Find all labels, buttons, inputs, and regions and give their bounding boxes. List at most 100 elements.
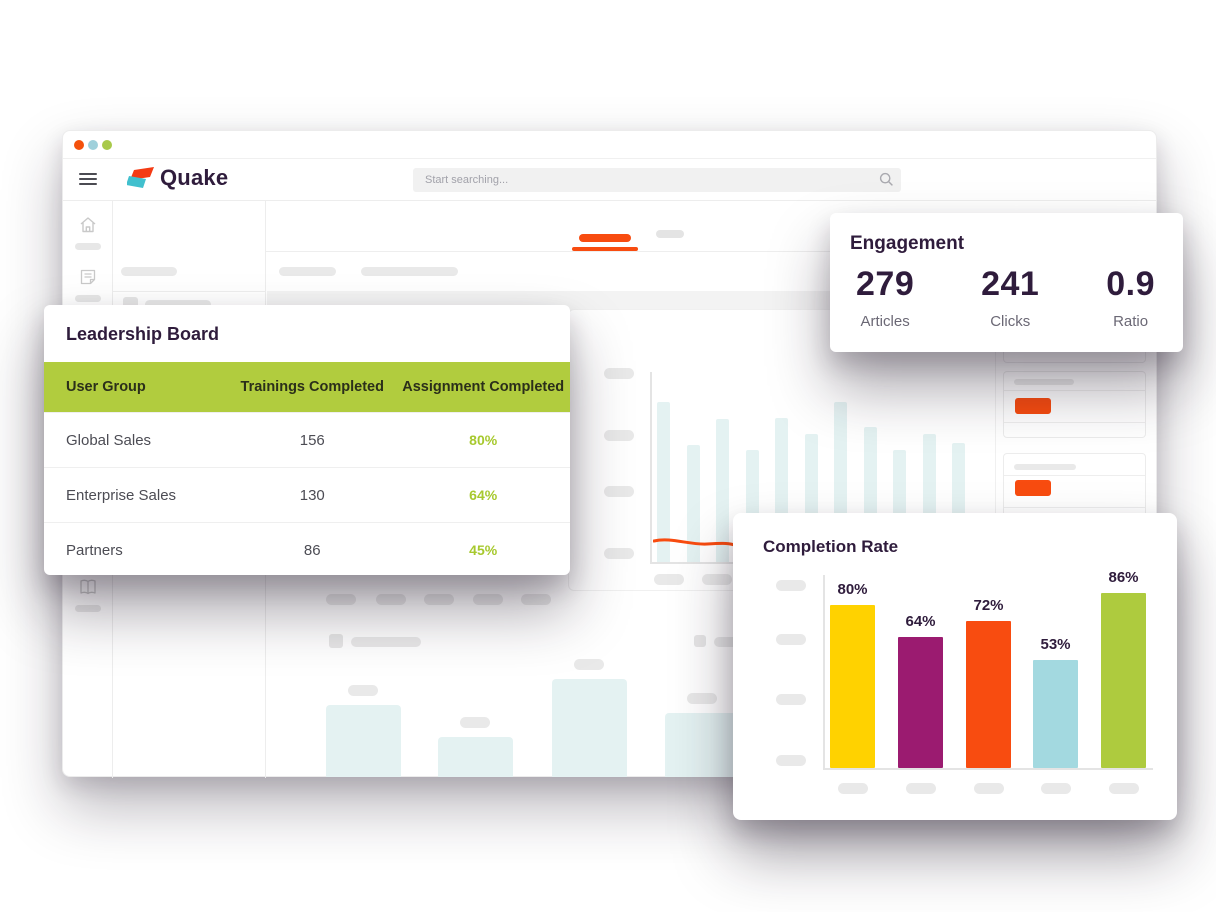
app-logo[interactable]: Quake	[127, 165, 228, 191]
completion-bar	[830, 605, 875, 768]
engagement-title: Engagement	[850, 233, 965, 254]
column-header: User Group	[66, 379, 146, 395]
y-tick-placeholder	[604, 548, 634, 559]
leaderboard-title: Leadership Board	[66, 324, 220, 344]
app-header: Quake	[63, 159, 1156, 201]
skeleton-column-bar	[686, 445, 700, 562]
skeleton-column-bar	[716, 419, 729, 562]
y-axis-line	[823, 575, 825, 769]
widget-title-placeholder	[1014, 464, 1076, 470]
cell-user-group: Enterprise Sales	[66, 486, 177, 504]
y-tick-placeholder	[604, 486, 634, 497]
notes-icon[interactable]	[78, 267, 98, 287]
y-tick-placeholder	[776, 755, 806, 766]
completion-bar	[1033, 660, 1078, 768]
widget-card	[1003, 371, 1146, 438]
divider	[1004, 475, 1145, 476]
stat-value: 0.9	[1106, 265, 1155, 303]
widget-action-button[interactable]	[1015, 398, 1051, 414]
completion-bar	[1101, 593, 1146, 768]
book-icon[interactable]	[78, 577, 98, 597]
completion-bar-value-label: 64%	[905, 613, 936, 630]
y-tick-placeholder	[776, 580, 806, 591]
stat-articles: 279 Articles	[856, 265, 914, 330]
completion-rate-title: Completion Rate	[763, 537, 899, 556]
column-header: Assignment Completed	[402, 379, 565, 395]
widget-action-button[interactable]	[1015, 480, 1051, 496]
leaderboard-header-row: User Group Trainings Completed Assignmen…	[44, 362, 570, 412]
widget-title-placeholder	[1014, 379, 1074, 385]
trend-line	[653, 538, 739, 548]
window-close-button[interactable]	[74, 140, 84, 150]
y-tick-placeholder	[776, 634, 806, 645]
hamburger-menu-icon[interactable]	[79, 173, 97, 185]
stat-label: Ratio	[1113, 313, 1149, 330]
cell-user-group: Partners	[66, 541, 123, 559]
tab-active-placeholder[interactable]	[579, 234, 631, 242]
y-tick-placeholder	[776, 694, 806, 705]
table-row: Partners 86 45%	[44, 522, 570, 575]
divider	[1004, 422, 1145, 423]
x-tick-placeholder	[838, 783, 868, 794]
engagement-card: Engagement 279 Articles 241 Clicks 0.9 R…	[830, 213, 1183, 352]
skeleton-column-bar	[657, 402, 670, 562]
completion-rate-chart: 80% 64% 72% 53% 86%	[733, 513, 1177, 820]
home-icon[interactable]	[78, 215, 98, 235]
cell-assignment: 80%	[469, 432, 498, 448]
completion-bar-value-label: 72%	[973, 597, 1004, 614]
sidebar-item-label-placeholder	[75, 605, 101, 612]
cell-trainings: 156	[299, 431, 325, 449]
tab-inactive-placeholder[interactable]	[656, 230, 684, 238]
cell-assignment: 64%	[469, 487, 498, 503]
x-tick-placeholder	[1109, 783, 1139, 794]
text-placeholder	[145, 300, 211, 309]
sidebar-item-label-placeholder	[75, 243, 101, 250]
stat-ratio: 0.9 Ratio	[1106, 265, 1155, 330]
stat-value: 279	[856, 265, 915, 303]
leaderboard-card: Leadership Board User Group Trainings Co…	[44, 305, 570, 575]
x-tick-placeholder	[654, 574, 684, 585]
column-header: Trainings Completed	[240, 379, 384, 395]
completion-bar	[898, 637, 943, 768]
completion-rate-card: Completion Rate 80% 64% 72% 53% 86%	[733, 513, 1177, 820]
window-titlebar	[63, 131, 1156, 159]
y-tick-placeholder	[604, 368, 634, 379]
table-row: Enterprise Sales 130 64%	[44, 467, 570, 522]
stat-label: Articles	[860, 313, 910, 330]
completion-bar-value-label: 80%	[837, 581, 868, 598]
text-placeholder	[121, 267, 177, 276]
sidebar-item-label-placeholder	[75, 295, 101, 302]
search-icon[interactable]	[879, 172, 894, 187]
tab-active-underline	[572, 247, 638, 251]
search-input[interactable]	[413, 168, 901, 192]
window-minimize-button[interactable]	[88, 140, 98, 150]
divider	[113, 291, 266, 292]
completion-bar	[966, 621, 1011, 768]
text-placeholder	[361, 267, 458, 276]
cell-assignment: 45%	[469, 542, 498, 558]
divider	[266, 251, 1158, 252]
x-tick-placeholder	[1041, 783, 1071, 794]
divider	[1004, 390, 1145, 391]
stat-clicks: 241 Clicks	[981, 265, 1039, 330]
app-logo-text: Quake	[160, 165, 229, 190]
x-tick-placeholder	[702, 574, 732, 585]
cell-user-group: Global Sales	[66, 431, 152, 449]
text-placeholder	[279, 267, 336, 276]
cell-trainings: 86	[303, 541, 321, 559]
y-tick-placeholder	[604, 430, 634, 441]
window-maximize-button[interactable]	[102, 140, 112, 150]
completion-bar-value-label: 53%	[1040, 636, 1071, 653]
x-axis-line	[823, 768, 1153, 770]
table-row: Global Sales 156 80%	[44, 412, 570, 467]
x-tick-placeholder	[974, 783, 1004, 794]
y-axis-line	[650, 372, 652, 563]
x-tick-placeholder	[906, 783, 936, 794]
cell-trainings: 130	[299, 486, 325, 504]
stat-label: Clicks	[990, 313, 1031, 330]
divider	[1004, 507, 1145, 508]
quake-logo-icon	[127, 167, 154, 188]
stat-value: 241	[981, 265, 1040, 303]
engagement-stats: 279 Articles 241 Clicks 0.9 Ratio	[830, 265, 1183, 330]
